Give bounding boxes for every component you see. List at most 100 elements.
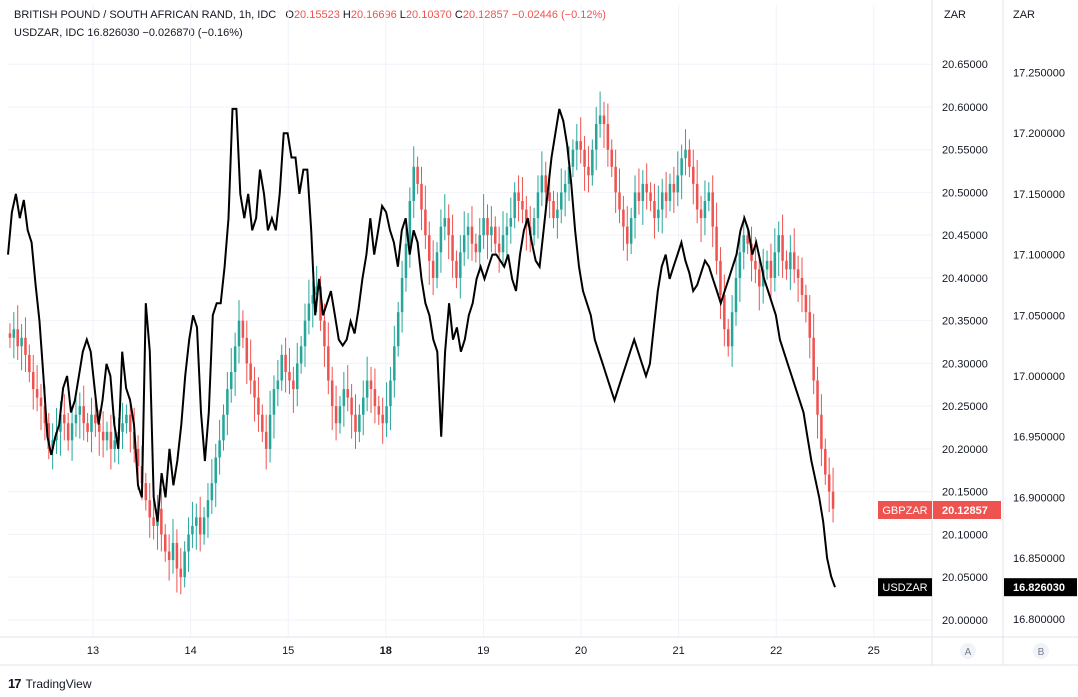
candle [257, 377, 260, 432]
right-axis-tick: 17.200000 [1013, 128, 1065, 140]
candle [144, 472, 148, 511]
candle [462, 211, 466, 266]
candle-body [606, 124, 610, 150]
candle-body [556, 209, 559, 219]
candle [381, 397, 384, 444]
axis-button-a[interactable] [960, 643, 976, 659]
candle-body [692, 166, 695, 184]
candle-body [544, 175, 548, 193]
candle-body [226, 389, 229, 415]
usdzar-last-price-tag [1004, 578, 1077, 597]
candle [35, 365, 39, 412]
candle-body [97, 423, 101, 432]
candle-body [101, 431, 105, 441]
axis-button-b[interactable] [1033, 643, 1049, 659]
candle [692, 149, 695, 205]
candle [540, 151, 544, 207]
candle-body [24, 337, 27, 355]
candle-body [800, 277, 804, 296]
candle-body [618, 192, 621, 210]
candle-body [688, 149, 691, 167]
candle-body [633, 192, 637, 219]
candle [82, 385, 85, 441]
candle-body [404, 243, 408, 278]
candle-body [431, 260, 435, 278]
candle [664, 171, 668, 219]
candle [571, 139, 575, 178]
candle-body [264, 431, 268, 449]
candle [816, 366, 819, 439]
candle [20, 324, 23, 371]
usdzar-name-label: USDZAR [882, 582, 927, 594]
candle-body [785, 260, 788, 270]
candle-body [602, 115, 606, 125]
candle-body [214, 457, 217, 484]
candle-body [245, 337, 249, 364]
candle [618, 168, 621, 224]
candle [470, 206, 474, 261]
axis-button-label: B [1038, 647, 1045, 658]
candle-body [668, 183, 672, 201]
candle [789, 235, 792, 290]
candle-body [187, 534, 190, 552]
candle-body [765, 260, 769, 270]
candle-body [396, 312, 400, 347]
candle-body [672, 183, 676, 193]
candle [198, 496, 202, 552]
candle-body [773, 252, 777, 278]
candle-body [261, 414, 264, 432]
candle-body [179, 568, 183, 578]
candle [12, 312, 16, 359]
candle [486, 204, 489, 260]
candle [645, 163, 648, 210]
candle [354, 394, 357, 449]
legend-open-label: O [285, 9, 294, 21]
candle [268, 390, 272, 463]
left-axis-tick: 20.60000 [942, 102, 988, 114]
legend-change: −0.02446 (−0.12%) [511, 9, 606, 21]
candle [16, 305, 19, 361]
candle [726, 318, 730, 357]
candle [245, 320, 249, 384]
line-usdzar [7, 107, 836, 588]
candle-body [455, 260, 458, 278]
candle [241, 310, 245, 349]
candle [497, 226, 501, 273]
candle [474, 233, 478, 263]
candle [509, 197, 513, 244]
candle-body [494, 226, 497, 244]
candle-body [195, 517, 198, 526]
x-axis-tick: 19 [477, 645, 489, 657]
candle-body [109, 431, 113, 449]
left-axis-tick: 20.10000 [942, 529, 988, 541]
candle [796, 255, 800, 302]
candle-body [583, 149, 586, 167]
candle-body [39, 397, 43, 407]
tradingview-brand[interactable]: 17 TradingView [8, 676, 92, 691]
candle [63, 394, 66, 441]
candle-body [769, 260, 773, 278]
candle [222, 404, 225, 451]
candle [758, 255, 761, 311]
candle-body [43, 406, 47, 424]
candle [389, 366, 392, 431]
candle-body [664, 192, 668, 201]
gbpzar-name-tag [878, 500, 932, 519]
candle-body [160, 508, 163, 535]
candle-body [804, 295, 808, 313]
candle [629, 207, 633, 254]
candle-body [827, 474, 831, 492]
candle-body [490, 226, 493, 236]
x-axis-tick: 18 [380, 645, 392, 657]
candle-body [152, 517, 155, 526]
candle [831, 467, 835, 523]
left-axis-tick: 20.45000 [942, 230, 988, 242]
left-axis-tick: 20.40000 [942, 273, 988, 285]
candle-body [734, 277, 738, 313]
usdzar-name-tag [878, 578, 932, 597]
candle [327, 322, 330, 395]
candle-body [447, 218, 450, 236]
candle-body [280, 354, 283, 381]
candle [583, 136, 586, 191]
